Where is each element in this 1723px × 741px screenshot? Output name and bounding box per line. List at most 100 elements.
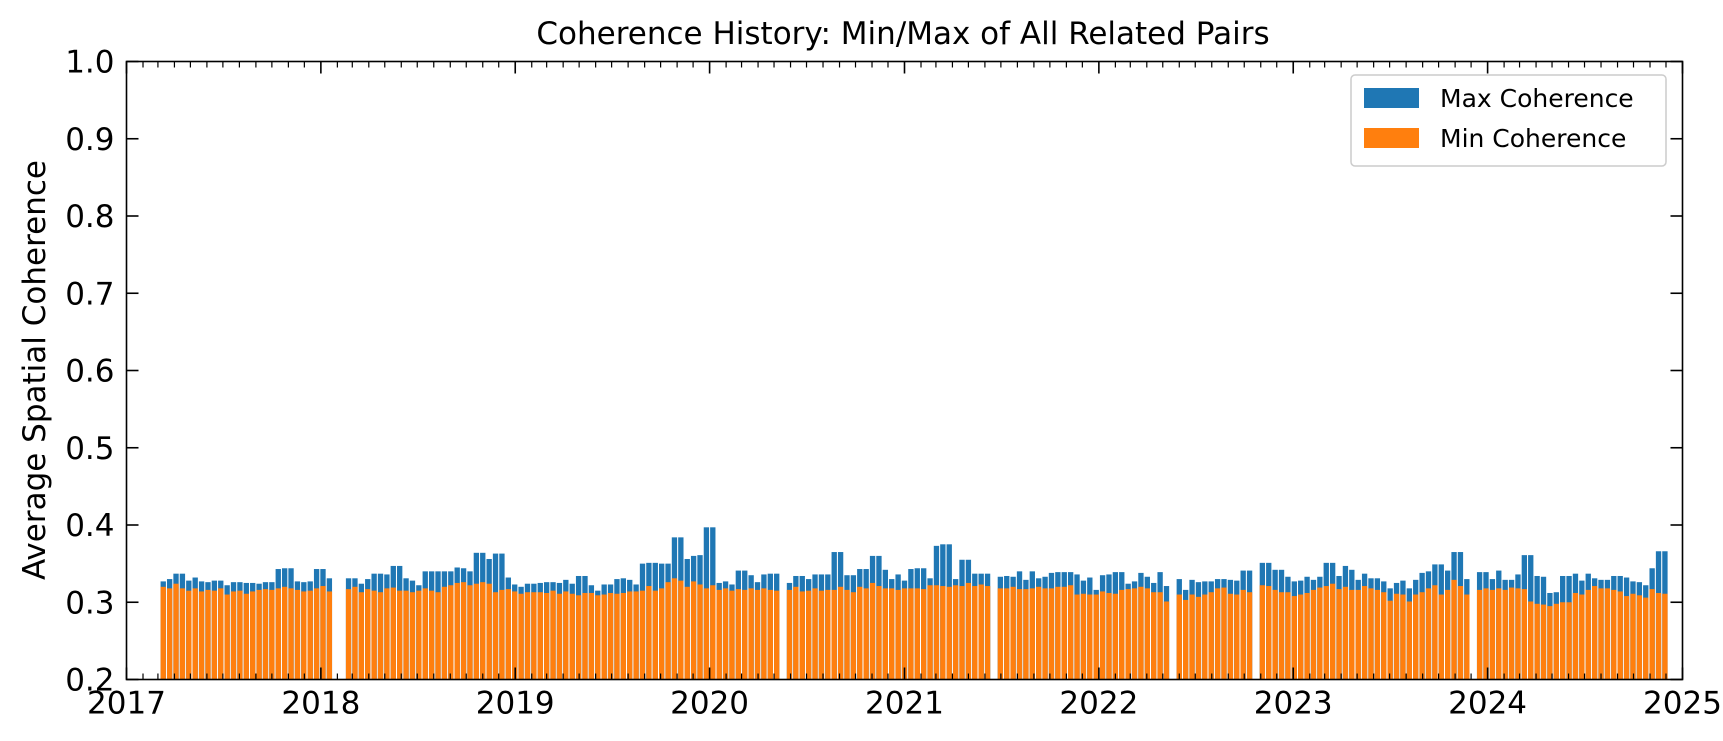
bar-pair	[435, 571, 441, 680]
min-coherence-bar	[1655, 592, 1662, 680]
min-coherence-bar	[812, 588, 818, 680]
x-tick-label: 2023	[1254, 686, 1333, 722]
min-coherence-bar	[818, 590, 825, 680]
min-coherence-bar	[1400, 594, 1406, 680]
min-coherence-bar	[1623, 596, 1630, 680]
min-coherence-bar	[601, 594, 607, 680]
min-coherence-bar	[1285, 592, 1291, 680]
bar-pair	[1298, 580, 1304, 680]
bar-pair	[1361, 573, 1368, 680]
legend-swatch-max	[1364, 88, 1419, 108]
min-coherence-bar	[1534, 603, 1540, 680]
min-coherence-bar	[1112, 593, 1119, 680]
bar-pair	[166, 579, 173, 680]
bar-pair	[313, 569, 320, 680]
bar-pair	[160, 581, 166, 680]
bar-pair	[205, 582, 211, 680]
bar-pair	[1560, 575, 1566, 680]
min-coherence-bar	[742, 589, 748, 680]
bar-pair	[678, 537, 684, 680]
min-coherence-bar	[524, 592, 531, 680]
chart-title: Coherence History: Min/Max of All Relate…	[536, 16, 1269, 52]
bar-pair	[895, 574, 901, 680]
bar-pair	[850, 575, 857, 680]
bar-pair	[1572, 573, 1579, 680]
bar-pair	[1112, 572, 1119, 680]
bar-pair	[972, 573, 978, 680]
min-coherence-bar	[1029, 588, 1035, 680]
bar-pair	[1106, 574, 1112, 680]
bar-pair	[735, 570, 742, 680]
min-coherence-bar	[665, 582, 671, 680]
min-coherence-bar	[659, 588, 665, 680]
bar-pair	[1004, 575, 1010, 680]
x-tick-label: 2021	[865, 686, 944, 722]
bar-pair	[774, 573, 780, 680]
min-coherence-bar	[211, 590, 218, 680]
bar-pair	[243, 582, 249, 680]
min-coherence-bar	[850, 592, 857, 680]
bar-pair	[1579, 580, 1585, 680]
bar-pair	[1457, 552, 1464, 680]
bar-pair	[627, 579, 633, 680]
bar-pair	[1406, 588, 1412, 680]
bar-pair	[646, 562, 652, 680]
min-coherence-bar	[275, 588, 281, 680]
bar-pair	[307, 581, 313, 680]
min-coherence-bar	[735, 589, 742, 680]
min-coherence-bar	[1508, 587, 1515, 680]
bar-pair	[1227, 579, 1234, 680]
bar-pair	[1304, 576, 1310, 680]
min-coherence-bar	[863, 588, 869, 680]
min-coherence-bar	[678, 580, 684, 680]
min-coherence-bar	[837, 586, 844, 680]
min-coherence-bar	[1617, 591, 1623, 680]
bar-pair	[595, 590, 601, 680]
min-coherence-bar	[716, 589, 722, 680]
min-coherence-bar	[518, 593, 524, 680]
bar-pair	[1393, 582, 1400, 680]
min-coherence-bar	[588, 592, 595, 680]
bar-pair	[703, 527, 710, 680]
min-coherence-bar	[556, 593, 563, 680]
bar-pair	[512, 584, 518, 680]
min-coherence-bar	[218, 588, 224, 680]
y-tick-label: 0.8	[65, 199, 114, 235]
min-coherence-bar	[876, 586, 882, 680]
min-coherence-bar	[761, 588, 767, 680]
min-coherence-bar	[1329, 583, 1336, 680]
bar-pair	[1585, 573, 1591, 680]
min-coherence-bar	[1598, 588, 1604, 680]
min-coherence-bar	[250, 591, 256, 680]
bar-pair	[614, 579, 620, 680]
bar-pair	[805, 579, 812, 680]
x-tick-label: 2018	[281, 686, 360, 722]
min-coherence-bar	[186, 590, 192, 680]
min-coherence-bar	[1157, 592, 1163, 680]
min-coherence-bar	[1553, 603, 1559, 680]
bar-pair	[722, 581, 729, 680]
min-coherence-bar	[326, 591, 333, 680]
bar-pair	[371, 573, 377, 680]
min-coherence-bar	[1643, 597, 1649, 680]
min-coherence-bar	[671, 578, 678, 680]
bar-pair	[524, 583, 531, 680]
y-tick-label: 0.6	[65, 354, 114, 390]
min-coherence-bar	[908, 588, 914, 680]
bar-pair	[1387, 588, 1393, 680]
min-coherence-bar	[633, 591, 639, 680]
bar-pair	[556, 582, 563, 680]
min-coherence-bar	[460, 582, 467, 680]
bar-pair	[1336, 575, 1342, 680]
min-coherence-bar	[1163, 601, 1170, 680]
bar-pair	[1432, 564, 1438, 680]
bar-pair	[1061, 572, 1067, 680]
bar-pair	[933, 545, 940, 680]
min-coherence-bar	[1604, 588, 1611, 680]
bar-pair	[1093, 589, 1099, 680]
min-coherence-bar	[1342, 586, 1349, 680]
min-coherence-bar	[1336, 589, 1342, 680]
min-coherence-bar	[1413, 594, 1419, 680]
bar-pair	[575, 575, 582, 680]
